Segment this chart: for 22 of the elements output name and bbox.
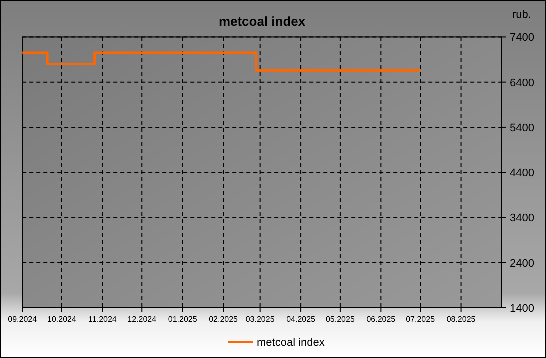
x-tick-label: 06.2025	[366, 315, 396, 324]
y-tick-label: 6400	[510, 77, 534, 90]
x-tick-label: 07.2025	[406, 315, 436, 324]
y-tick-label: 7400	[510, 32, 534, 44]
y-axis-title: rub.	[512, 9, 532, 21]
y-tick-label: 1400	[510, 303, 534, 315]
x-tick-label: 01.2025	[168, 315, 198, 324]
x-tick-label: 03.2025	[246, 315, 276, 324]
y-tick-label: 3400	[510, 212, 534, 225]
chart-title: metcoal index	[218, 14, 306, 29]
x-tick-label: 10.2024	[48, 315, 78, 324]
y-tick-label: 2400	[510, 258, 534, 270]
y-tick-label: 5400	[510, 122, 534, 134]
y-tick-label: 4400	[510, 168, 534, 180]
x-tick-label: 02.2025	[209, 315, 239, 324]
x-tick-label: 12.2024	[128, 315, 158, 324]
x-tick-label: 11.2024	[88, 315, 118, 324]
x-tick-label: 05.2025	[326, 315, 356, 324]
legend-label: metcoal index	[257, 337, 326, 349]
x-tick-label: 04.2025	[286, 315, 316, 324]
x-tick-label: 08.2025	[446, 315, 476, 324]
x-tick-label: 09.2024	[8, 315, 38, 324]
